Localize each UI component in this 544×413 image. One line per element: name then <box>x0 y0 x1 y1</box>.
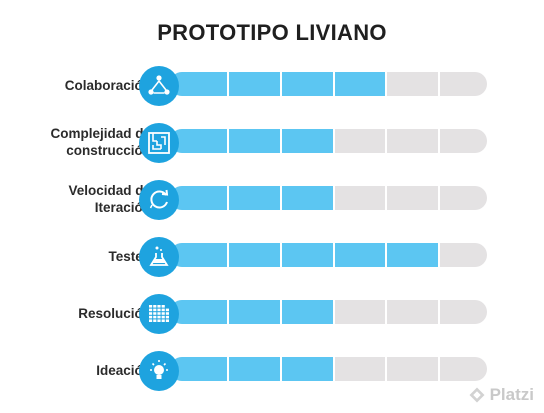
segment-divider <box>438 357 441 381</box>
segment-divider <box>226 357 229 381</box>
bar-track <box>170 186 487 210</box>
bar-track <box>170 357 487 381</box>
rating-row: Resolución <box>0 288 544 338</box>
segment-divider <box>438 300 441 324</box>
row-label-line: Resolución <box>78 305 151 321</box>
segment-divider <box>438 243 441 267</box>
segment-divider <box>279 129 282 153</box>
segment-divider <box>332 129 335 153</box>
bar-fill <box>170 129 333 153</box>
segment-divider <box>332 300 335 324</box>
segment-divider <box>385 72 388 96</box>
row-label-line: Ideación <box>96 362 151 378</box>
segment-divider <box>279 72 282 96</box>
maze-icon <box>139 123 179 163</box>
segment-divider <box>438 186 441 210</box>
platzi-logo-icon <box>469 387 485 403</box>
people-network-icon <box>139 66 179 106</box>
bar-fill <box>170 357 333 381</box>
logo-text: Platzi <box>489 385 534 404</box>
row-label: Velocidad de Iteración <box>11 174 151 224</box>
segment-divider <box>279 243 282 267</box>
flask-icon <box>139 237 179 277</box>
rating-row: Colaboración <box>0 60 544 110</box>
row-label: Resolución <box>11 288 151 338</box>
segment-divider <box>279 300 282 324</box>
bar-fill <box>170 72 386 96</box>
segment-divider <box>332 72 335 96</box>
segment-divider <box>279 357 282 381</box>
rating-row: Ideación <box>0 345 544 395</box>
segment-divider <box>226 300 229 324</box>
bar-track <box>170 243 487 267</box>
rating-row: Complejidad de construcción <box>0 117 544 167</box>
segment-divider <box>226 72 229 96</box>
segment-divider <box>438 72 441 96</box>
segment-divider <box>226 186 229 210</box>
rating-row: Testeo <box>0 231 544 281</box>
segment-divider <box>385 357 388 381</box>
rating-row: Velocidad de Iteración <box>0 174 544 224</box>
row-label: Testeo <box>11 231 151 281</box>
row-label: Complejidad de construcción <box>11 117 151 167</box>
bar-fill <box>170 243 439 267</box>
segment-divider <box>385 129 388 153</box>
segment-divider <box>332 243 335 267</box>
segment-divider <box>226 129 229 153</box>
segment-divider <box>332 357 335 381</box>
refresh-cycle-icon <box>139 180 179 220</box>
segment-divider <box>385 243 388 267</box>
segment-divider <box>438 129 441 153</box>
bar-track <box>170 129 487 153</box>
platzi-logo: Platzi <box>468 385 534 405</box>
bar-track <box>170 72 487 96</box>
segment-divider <box>226 243 229 267</box>
pixel-grid-icon <box>139 294 179 334</box>
row-label-line: Colaboración <box>64 77 151 93</box>
row-label: Ideación <box>11 345 151 395</box>
segment-divider <box>332 186 335 210</box>
chart-title: PROTOTIPO LIVIANO <box>157 20 387 45</box>
bar-track <box>170 300 487 324</box>
bar-fill <box>170 300 333 324</box>
row-label-line: Complejidad de <box>50 126 151 141</box>
segment-divider <box>279 186 282 210</box>
row-label-line: Iteración <box>94 200 151 215</box>
segment-divider <box>385 300 388 324</box>
bar-fill <box>170 186 333 210</box>
row-label-line: Velocidad de <box>68 183 151 198</box>
row-label-line: construcción <box>66 143 151 158</box>
lightbulb-icon <box>139 351 179 391</box>
segment-divider <box>385 186 388 210</box>
row-label: Colaboración <box>11 60 151 110</box>
